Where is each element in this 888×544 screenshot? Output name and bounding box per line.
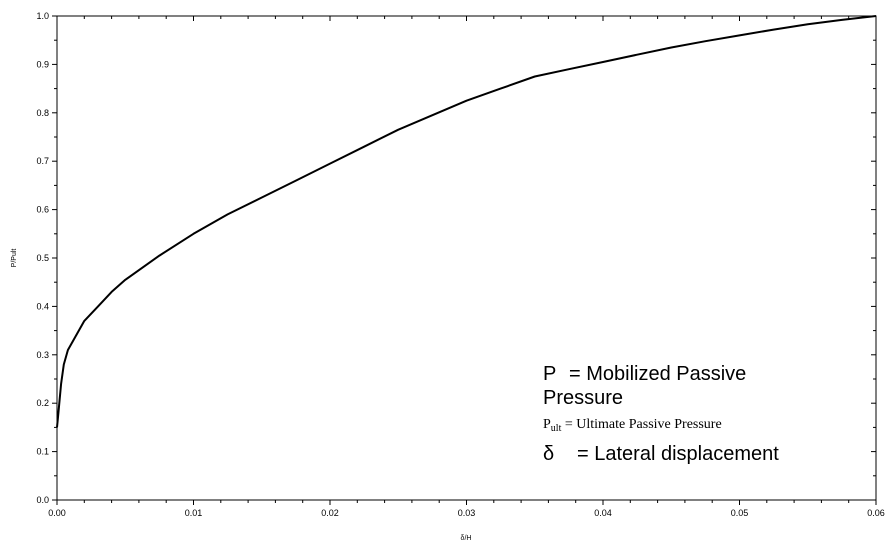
y-tick-label: 0.2: [36, 398, 49, 408]
x-tick-label: 0.04: [594, 508, 612, 518]
x-tick-label: 0.03: [458, 508, 476, 518]
x-tick-label: 0.00: [48, 508, 66, 518]
legend-symbol-p: P: [543, 363, 557, 385]
legend-text-pult: = Ultimate Passive Pressure: [564, 417, 722, 432]
legend-entry-pult: Pult = Ultimate Passive Pressure: [543, 414, 873, 440]
x-tick-label: 0.05: [731, 508, 749, 518]
y-tick-label: 0.8: [36, 108, 49, 118]
y-tick-label: 0.4: [36, 301, 49, 311]
tick-labels: 0.00 0.01 0.02 0.03 0.04 0.05 0.06 0.0 0.1 0.2 0.3…: [36, 11, 884, 518]
y-tick-label: 0.0: [36, 495, 49, 505]
legend-text-p-cont: Pressure: [543, 387, 624, 409]
legend-text-delta: = Lateral displacement: [577, 443, 779, 465]
y-tick-label: 0.1: [36, 447, 49, 457]
legend-text-p: = Mobilized Passive: [569, 363, 747, 385]
x-tick-label: 0.06: [867, 508, 885, 518]
legend: P = Mobilized Passive Pressure Pult = Ult…: [543, 362, 873, 466]
y-tick-label: 1.0: [36, 11, 49, 21]
legend-symbol-delta: δ: [543, 443, 555, 465]
legend-symbol-pult-sub: ult: [550, 423, 562, 434]
y-tick-label: 0.6: [36, 205, 49, 215]
legend-entry-delta: δ = Lateral displacement: [543, 442, 873, 466]
x-tick-label: 0.02: [321, 508, 339, 518]
y-tick-label: 0.3: [36, 350, 49, 360]
legend-entry-p-cont: Pressure: [543, 386, 873, 410]
y-axis-label: P/Pult: [11, 249, 18, 268]
legend-entry-p: P = Mobilized Passive: [543, 362, 873, 386]
series-line: [56, 15, 877, 428]
y-tick-label: 0.5: [36, 253, 49, 263]
x-axis-label: δ/H: [461, 535, 472, 542]
legend-symbol-pult: P: [543, 417, 551, 432]
axis-ticks: [52, 15, 877, 505]
x-tick-label: 0.01: [185, 508, 203, 518]
y-tick-label: 0.9: [36, 59, 49, 69]
y-tick-label: 0.7: [36, 156, 49, 166]
